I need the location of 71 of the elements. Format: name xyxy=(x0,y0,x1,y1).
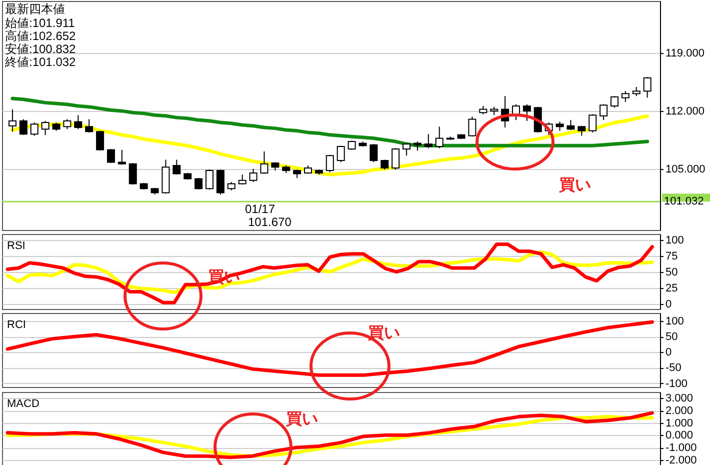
y-tick-label: 50 xyxy=(666,266,678,278)
candlestick xyxy=(435,126,444,149)
y-tick-label: 100 xyxy=(666,234,684,246)
candlestick xyxy=(380,159,389,170)
candlestick xyxy=(402,142,411,156)
annotation: 101.670 xyxy=(248,215,292,229)
annotation: 買い xyxy=(367,323,400,342)
candlestick xyxy=(216,169,224,195)
candlestick xyxy=(206,169,214,190)
annotation: 終値:101.032 xyxy=(4,55,76,69)
candlestick xyxy=(249,168,258,183)
candlestick xyxy=(413,141,422,152)
y-tick-label: 75 xyxy=(666,250,678,262)
y-tick-label: -1.000 xyxy=(666,442,697,454)
candlestick xyxy=(610,96,618,108)
y-tick-label: 100 xyxy=(666,316,684,328)
candlestick xyxy=(63,118,72,130)
candlestick xyxy=(336,145,345,163)
candlestick xyxy=(424,134,432,149)
y-tick-label: 0.000 xyxy=(666,430,694,442)
candlestick xyxy=(588,114,597,133)
annotation: 買い xyxy=(285,409,318,428)
candlestick xyxy=(566,120,575,130)
candlestick xyxy=(172,159,181,176)
text: MACD xyxy=(7,398,40,410)
candlestick xyxy=(348,140,356,150)
candlestick xyxy=(621,90,630,102)
candlestick xyxy=(632,86,640,97)
candlestick xyxy=(19,118,28,136)
text: RSI xyxy=(7,240,26,252)
candlestick xyxy=(392,148,400,170)
y-tick-label: 25 xyxy=(666,282,678,294)
annotation: 買い xyxy=(558,175,591,194)
y-tick-label: 105.000 xyxy=(666,163,706,176)
candlestick xyxy=(370,144,378,163)
candlestick xyxy=(556,121,564,132)
candlestick xyxy=(326,154,334,173)
candlestick xyxy=(260,150,268,174)
candlestick xyxy=(238,174,246,186)
candlestick xyxy=(600,104,608,121)
y-tick-label: 112.000 xyxy=(666,105,704,118)
y-tick-label: 3.000 xyxy=(666,392,694,405)
y-tick-label: -50 xyxy=(666,362,682,374)
candlestick xyxy=(85,118,94,133)
y-tick-label: 50 xyxy=(666,331,678,344)
candlestick xyxy=(118,149,126,166)
candlestick xyxy=(468,116,476,138)
y-tick-label: 1.000 xyxy=(666,417,694,430)
line-series xyxy=(6,242,654,304)
y-tick-label: 119.000 xyxy=(666,48,704,60)
candlestick xyxy=(106,148,115,164)
y-tick-label: -2.000 xyxy=(666,454,697,465)
line-series xyxy=(10,114,650,176)
y-tick-label: 0 xyxy=(666,346,672,359)
annotation: 最新四本値 xyxy=(5,2,65,16)
y-tick-label: 2.000 xyxy=(666,405,694,417)
candlestick xyxy=(30,122,38,136)
candlestick xyxy=(8,108,16,132)
candlestick xyxy=(522,104,531,122)
annotation: 高値:102.652 xyxy=(5,29,76,43)
candlestick xyxy=(41,120,50,136)
text: RCI xyxy=(7,319,26,331)
annotation: 01/17 xyxy=(245,202,276,216)
candlestick xyxy=(128,162,137,186)
candlestick xyxy=(74,114,82,130)
annotation: 安値:100.832 xyxy=(5,42,76,56)
annotation: 始値:101.911 xyxy=(5,16,76,30)
line-series xyxy=(6,320,654,377)
y-tick-label: -100 xyxy=(666,378,688,390)
y-tick-label: 0 xyxy=(666,298,672,310)
candlestick xyxy=(643,76,652,98)
